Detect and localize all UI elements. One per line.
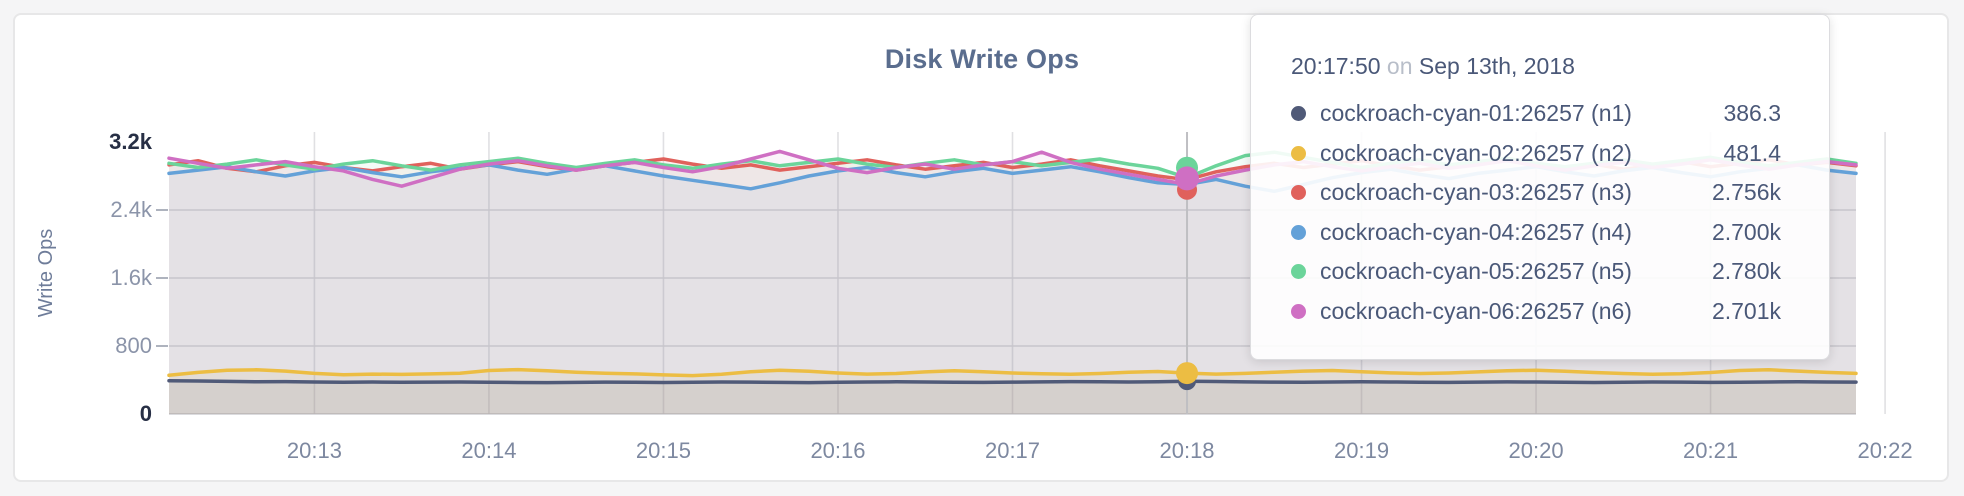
y-axis-title: Write Ops bbox=[35, 229, 57, 318]
series-value: 2.780k bbox=[1711, 258, 1781, 285]
series-color-dot-n1 bbox=[1291, 106, 1306, 122]
tooltip-row-n2: cockroach-cyan-02:26257 (n2) 481.4 bbox=[1291, 134, 1781, 174]
series-label: cockroach-cyan-01:26257 (n1) bbox=[1320, 100, 1632, 127]
y-tick-label-2.4k: 2.4k bbox=[110, 197, 153, 222]
y-tick-label-800: 800 bbox=[115, 333, 152, 358]
series-label: cockroach-cyan-04:26257 (n4) bbox=[1320, 218, 1632, 245]
tooltip-rows: cockroach-cyan-01:26257 (n1) 386.3 cockroa… bbox=[1291, 94, 1781, 331]
series-value: 481.4 bbox=[1723, 139, 1781, 166]
hover-dot-n6 bbox=[1175, 166, 1200, 191]
tooltip-date: Sep 13th, 2018 bbox=[1418, 53, 1575, 79]
tooltip-row-n3: cockroach-cyan-03:26257 (n3) 2.756k bbox=[1291, 173, 1781, 213]
y-tick-label-0: 0 bbox=[140, 401, 152, 426]
tooltip-row-n1: cockroach-cyan-01:26257 (n1) 386.3 bbox=[1291, 94, 1781, 134]
series-color-dot-n6 bbox=[1291, 303, 1306, 319]
x-tick-label-20:16: 20:16 bbox=[810, 438, 865, 463]
series-value: 2.700k bbox=[1711, 218, 1781, 245]
series-label: cockroach-cyan-03:26257 (n3) bbox=[1320, 179, 1632, 206]
x-tick-label-20:19: 20:19 bbox=[1334, 438, 1389, 463]
series-label: cockroach-cyan-06:26257 (n6) bbox=[1320, 297, 1632, 324]
series-color-dot-n2 bbox=[1291, 145, 1306, 161]
tooltip-time: 20:17:50 bbox=[1291, 53, 1381, 79]
x-tick-label-20:15: 20:15 bbox=[636, 438, 691, 463]
series-color-dot-n4 bbox=[1291, 224, 1306, 240]
tooltip-row-n5: cockroach-cyan-05:26257 (n5) 2.780k bbox=[1291, 252, 1781, 292]
series-label: cockroach-cyan-02:26257 (n2) bbox=[1320, 139, 1632, 166]
series-color-dot-n5 bbox=[1291, 264, 1306, 280]
series-area-n1 bbox=[169, 380, 1856, 414]
series-value: 386.3 bbox=[1723, 100, 1781, 127]
x-tick-label-20:18: 20:18 bbox=[1159, 438, 1214, 463]
series-label: cockroach-cyan-05:26257 (n5) bbox=[1320, 258, 1632, 285]
chart-title: Disk Write Ops bbox=[884, 44, 1080, 74]
x-tick-label-20:14: 20:14 bbox=[461, 438, 516, 463]
tooltip-row-n4: cockroach-cyan-04:26257 (n4) 2.700k bbox=[1291, 213, 1781, 253]
hover-dot-n2 bbox=[1176, 362, 1199, 385]
x-tick-label-20:17: 20:17 bbox=[985, 438, 1040, 463]
x-tick-label-20:21: 20:21 bbox=[1683, 438, 1738, 463]
tooltip-header: 20:17:50 on Sep 13th, 2018 bbox=[1291, 51, 1781, 81]
x-tick-label-20:20: 20:20 bbox=[1509, 438, 1564, 463]
series-line-n1 bbox=[167, 378, 1858, 385]
series-value: 2.701k bbox=[1711, 297, 1781, 324]
tooltip-row-n6: cockroach-cyan-06:26257 (n6) 2.701k bbox=[1291, 292, 1781, 332]
series-line-n2 bbox=[167, 367, 1858, 378]
series-value: 2.756k bbox=[1711, 179, 1781, 206]
x-tick-label-20:13: 20:13 bbox=[287, 438, 342, 463]
y-tick-label-3.2k: 3.2k bbox=[109, 129, 153, 154]
x-tick-label-20:22: 20:22 bbox=[1858, 438, 1913, 463]
hover-tooltip: 20:17:50 on Sep 13th, 2018 cockroach-cya… bbox=[1250, 14, 1830, 360]
series-color-dot-n3 bbox=[1291, 185, 1306, 201]
y-tick-label-1.6k: 1.6k bbox=[110, 265, 153, 290]
tooltip-on-word: on bbox=[1386, 53, 1413, 79]
